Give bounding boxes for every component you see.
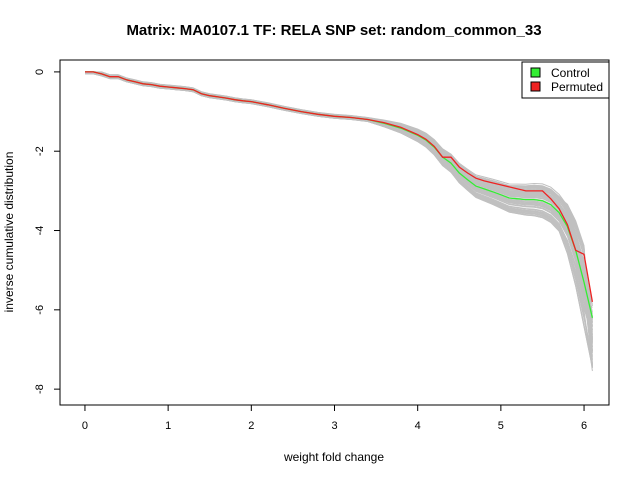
y-axis-label: inverse cumulative distribution	[2, 152, 16, 313]
x-tick-label: 6	[581, 420, 587, 432]
x-axis-label: weight fold change	[283, 450, 384, 464]
x-tick-label: 0	[82, 420, 88, 432]
x-tick-label: 2	[248, 420, 254, 432]
permutation-line	[85, 71, 593, 353]
legend-swatch-permuted	[530, 81, 541, 92]
legend-label-permuted: Permuted	[551, 80, 603, 94]
y-tick-label: -4	[34, 226, 46, 236]
legend-label-control: Control	[551, 66, 590, 80]
legend-swatch-control	[530, 67, 541, 78]
permutation-line	[85, 71, 593, 319]
series-line-permuted	[85, 71, 594, 303]
permutation-line	[85, 72, 593, 368]
x-tick-label: 1	[165, 420, 171, 432]
y-tick-label: 0	[34, 69, 46, 75]
chart-title: Matrix: MA0107.1 TF: RELA SNP set: rando…	[126, 22, 541, 39]
axes: 0 1 2 3 4 5 6 0 -2 -4 -6 -8	[34, 59, 610, 432]
x-tick-label: 3	[331, 420, 337, 432]
x-tick-label: 4	[415, 420, 421, 432]
y-tick-label: -2	[34, 146, 46, 156]
y-tick-label: -8	[34, 384, 46, 394]
y-tick-label: -6	[34, 305, 46, 315]
series-lines	[85, 71, 594, 318]
x-tick-label: 5	[498, 420, 504, 432]
